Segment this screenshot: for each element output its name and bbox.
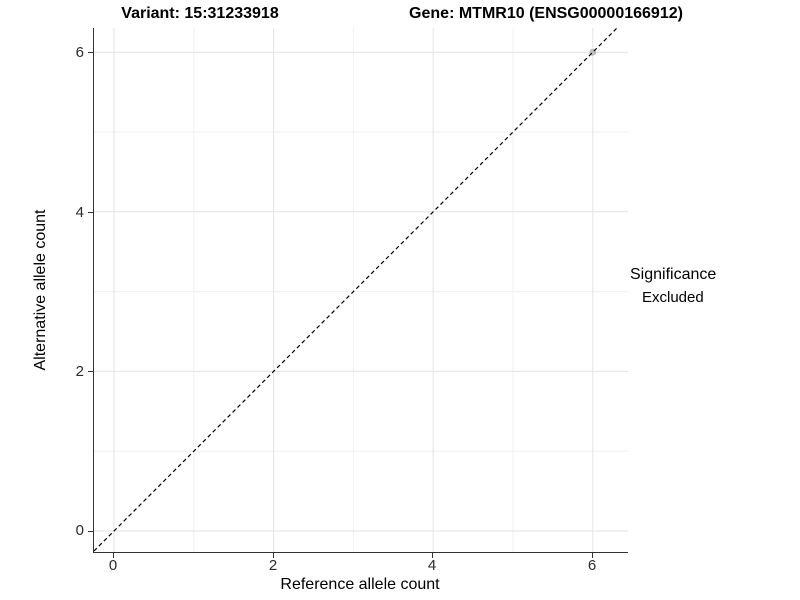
y-tick-mark: [88, 52, 93, 53]
x-tick-label: 2: [268, 557, 278, 574]
y-tick-mark: [88, 212, 93, 213]
plot-panel: [93, 28, 628, 553]
y-axis-title: Alternative allele count: [32, 209, 49, 371]
y-tick-mark: [88, 371, 93, 372]
legend: Significance Excluded: [630, 266, 716, 306]
y-tick-label: 6: [75, 44, 84, 61]
legend-item-label: Excluded: [642, 289, 704, 306]
y-tick-label: 4: [75, 204, 84, 221]
y-tick-label: 2: [75, 363, 84, 380]
plot-title-gene: Gene: MTMR10 (ENSG00000166912): [409, 5, 683, 22]
x-tick-mark: [432, 553, 433, 558]
x-tick-label: 0: [108, 557, 118, 574]
plot-canvas: [94, 28, 628, 552]
x-tick-label: 6: [587, 557, 597, 574]
excluded-point-icon: [630, 294, 637, 301]
legend-title: Significance: [630, 266, 717, 283]
plot-title-variant: Variant: 15:31233918: [121, 5, 279, 22]
y-tick-label: 0: [75, 522, 84, 539]
x-axis-title: Reference allele count: [280, 576, 440, 593]
x-tick-mark: [273, 553, 274, 558]
legend-item-excluded: Excluded: [630, 289, 716, 306]
x-tick-label: 4: [427, 557, 437, 574]
x-tick-mark: [592, 553, 593, 558]
y-tick-mark: [88, 531, 93, 532]
x-tick-mark: [113, 553, 114, 558]
